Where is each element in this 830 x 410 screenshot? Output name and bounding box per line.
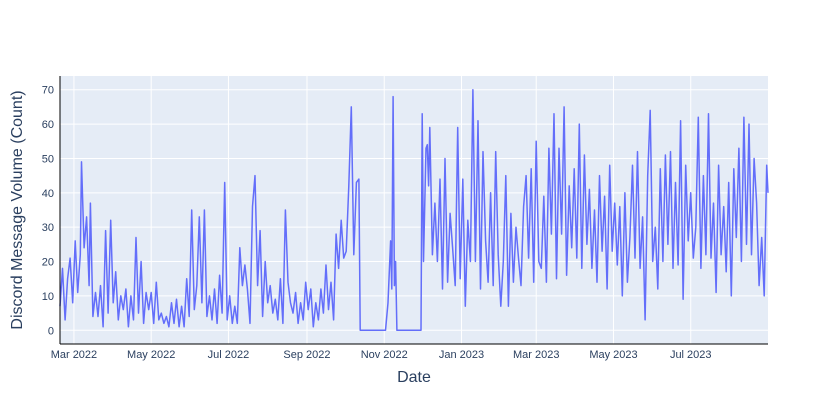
x-tick-labels: Mar 2022 May 2022 Jul 2022 Sep 2022 Nov 2022… (51, 349, 712, 361)
y-tick-label: 70 (42, 85, 54, 97)
y-tick-label: 50 (42, 153, 54, 165)
x-tick-label: Jul 2023 (670, 349, 712, 361)
y-tick-labels: 0 10 20 30 40 50 60 70 (42, 85, 54, 338)
grid-lines (60, 76, 768, 344)
x-tick-label: Mar 2022 (51, 349, 97, 361)
y-tick-label: 0 (48, 325, 54, 337)
y-tick-label: 40 (42, 188, 54, 200)
y-tick-label: 10 (42, 291, 54, 303)
x-tick-label: Jan 2023 (439, 349, 484, 361)
x-tick-label: Jul 2022 (208, 349, 250, 361)
x-tick-label: Nov 2022 (361, 349, 408, 361)
x-axis-label: Date (397, 369, 431, 386)
y-tick-label: 30 (42, 222, 54, 234)
x-tick-label: Sep 2022 (283, 349, 330, 361)
y-tick-label: 20 (42, 257, 54, 269)
y-axis-label: Discord Message Volume (Count) (9, 90, 26, 329)
x-tick-label: Mar 2023 (513, 349, 559, 361)
x-tick-label: May 2022 (127, 349, 175, 361)
x-tick-label: May 2023 (589, 349, 637, 361)
series-line (59, 88, 769, 332)
y-tick-label: 60 (42, 119, 54, 131)
